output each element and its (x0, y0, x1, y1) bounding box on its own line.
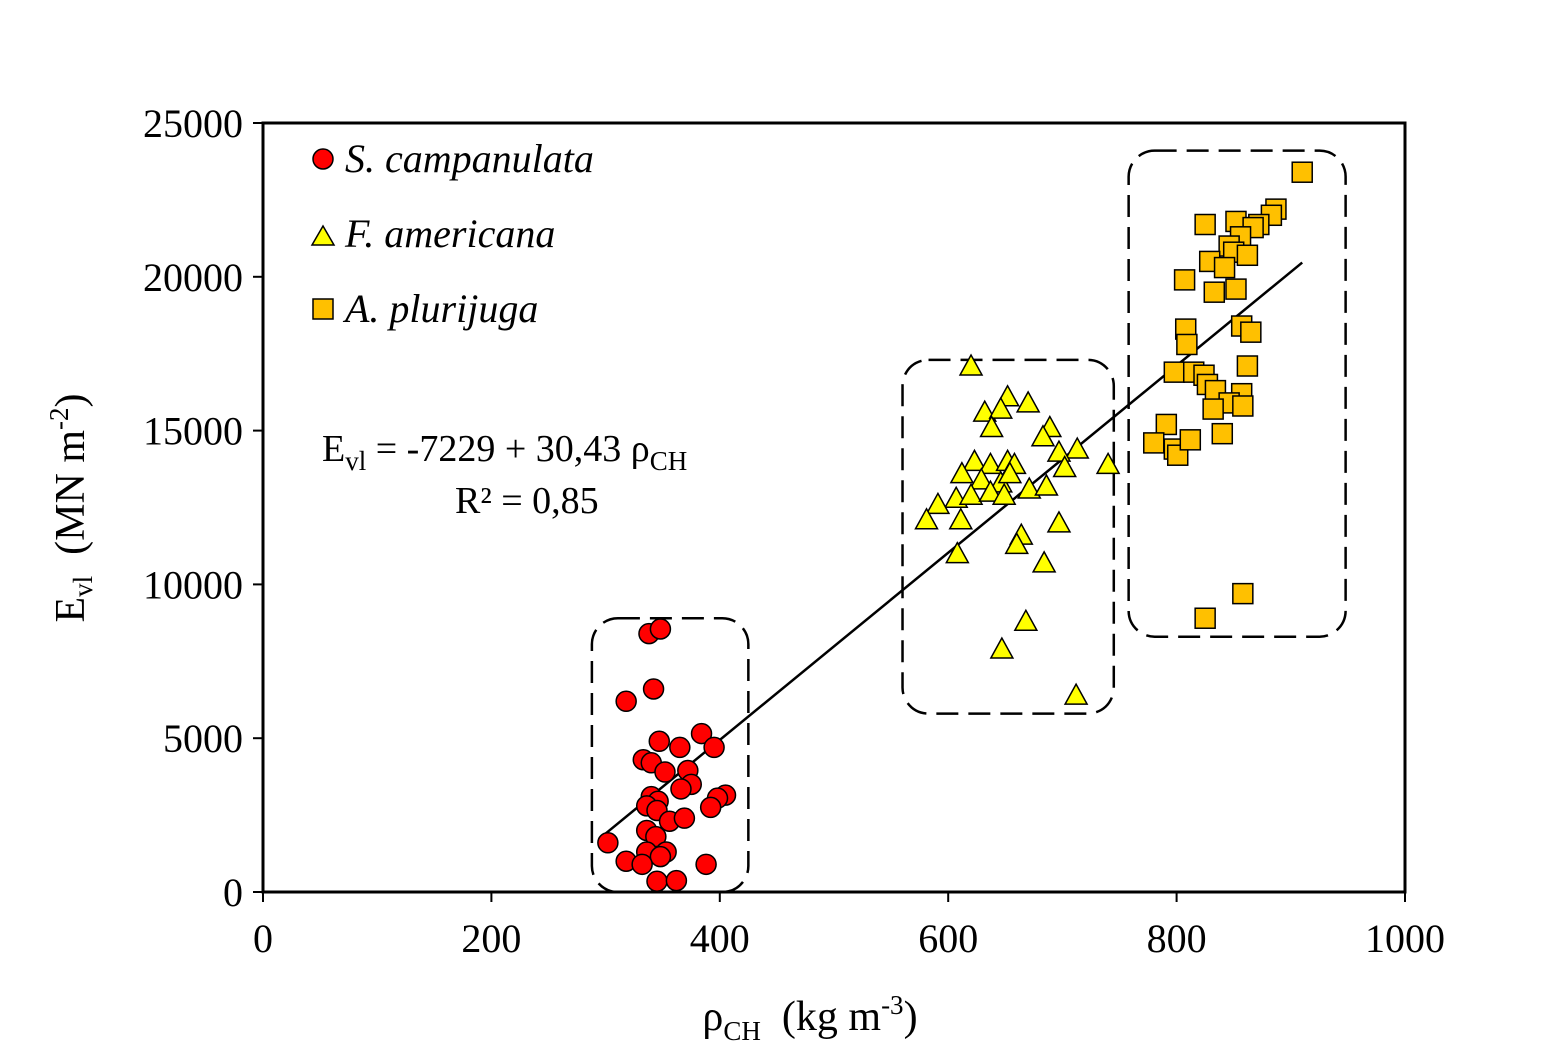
point-s-campanulata (699, 796, 722, 819)
point-f-americana (1095, 451, 1121, 475)
point-a-plurijuga (1236, 355, 1259, 377)
point-s-campanulata (649, 618, 672, 640)
point-f-americana (1034, 473, 1059, 496)
point-a-plurijuga (1173, 269, 1196, 291)
x-tick-label: 800 (1147, 916, 1207, 961)
x-tick-label: 0 (253, 916, 273, 961)
point-f-americana (962, 448, 987, 472)
legend-triangle-marker (310, 224, 336, 246)
point-f-americana (958, 482, 984, 505)
point-s-campanulata (690, 722, 713, 745)
point-f-americana (997, 461, 1023, 484)
point-a-plurijuga (1291, 161, 1313, 183)
point-a-plurijuga (1143, 432, 1165, 454)
point-s-campanulata (649, 845, 672, 868)
y-tick-label: 25000 (143, 101, 243, 146)
point-f-americana (1031, 550, 1057, 573)
legend-square-marker (312, 298, 334, 320)
legend-item-s-campanulata: S. campanulata (312, 136, 594, 181)
point-s-campanulata (615, 690, 637, 713)
point-s-campanulata (670, 778, 692, 800)
legend-item-a-plurijuga: A. plurijuga (312, 286, 538, 331)
point-a-plurijuga (1202, 398, 1224, 420)
point-a-plurijuga (1240, 321, 1262, 343)
legend-label-f-americana: F. americana (344, 211, 555, 256)
point-f-americana (949, 461, 975, 484)
point-s-campanulata (665, 869, 688, 892)
group-box (590, 616, 750, 894)
x-tick-label: 400 (690, 916, 750, 961)
point-s-campanulata (646, 870, 668, 892)
point-a-plurijuga (1163, 361, 1186, 383)
point-s-campanulata (695, 853, 717, 876)
point-f-americana (978, 479, 1003, 502)
group-boxes (590, 149, 1347, 894)
point-s-campanulata (703, 736, 725, 759)
legend: S. campanulata F. americana A. plurijuga (310, 136, 594, 331)
x-axis-title: ρCH (kg m-3) (702, 990, 917, 1046)
point-f-americana (1004, 531, 1029, 555)
point-s-campanulata (597, 832, 619, 854)
point-a-plurijuga (1213, 256, 1236, 279)
point-f-americana (1052, 454, 1077, 478)
point-f-americana (1013, 608, 1039, 632)
legend-label-a-plurijuga: A. plurijuga (342, 286, 538, 331)
point-a-plurijuga (1179, 429, 1202, 451)
point-f-americana (1015, 390, 1041, 413)
point-s-campanulata (673, 807, 696, 829)
point-a-plurijuga (1232, 395, 1254, 417)
point-f-americana (969, 467, 994, 490)
point-s-campanulata (642, 678, 665, 700)
point-f-americana (988, 396, 1014, 419)
point-a-plurijuga (1211, 422, 1234, 445)
point-s-campanulata (654, 761, 676, 783)
regression-equation: Evl = -7229 + 30,43 ρCH (322, 428, 687, 476)
axis-ticks: 0 200 400 600 800 100005000100001500020000250… (143, 101, 1445, 961)
point-f-americana (914, 507, 939, 530)
legend-item-f-americana: F. americana (310, 211, 555, 256)
y-tick-label: 0 (223, 870, 243, 915)
point-f-americana (958, 353, 984, 376)
point-f-americana (1017, 476, 1042, 499)
group-box (901, 358, 1116, 715)
point-s-campanulata (631, 853, 653, 876)
point-a-plurijuga (1203, 281, 1226, 303)
point-f-americana (991, 482, 1017, 505)
legend-label-s-campanulata: S. campanulata (345, 136, 594, 181)
point-f-americana (1064, 436, 1090, 459)
y-tick-label: 15000 (143, 409, 243, 454)
point-a-plurijuga (1236, 244, 1259, 267)
y-tick-label: 20000 (143, 255, 243, 300)
data-points (597, 161, 1313, 892)
legend-circle-marker (312, 148, 334, 170)
x-tick-label: 200 (461, 916, 521, 961)
point-a-plurijuga (1155, 413, 1178, 436)
point-f-americana (925, 491, 951, 515)
point-f-americana (945, 541, 970, 564)
x-tick-label: 600 (918, 916, 978, 961)
point-f-americana (1030, 424, 1056, 447)
point-a-plurijuga (1232, 582, 1254, 605)
y-axis-title: Evl (MN m-2) (44, 393, 98, 622)
point-f-americana (978, 451, 1003, 475)
point-a-plurijuga (1194, 607, 1216, 629)
y-tick-label: 5000 (163, 716, 243, 761)
point-f-americana (979, 414, 1004, 438)
point-s-campanulata (669, 736, 691, 759)
point-a-plurijuga (1176, 333, 1198, 356)
y-tick-label: 10000 (143, 562, 243, 607)
group-box (1127, 149, 1347, 638)
point-f-americana (989, 636, 1015, 659)
point-a-plurijuga (1225, 278, 1247, 300)
x-tick-label: 1000 (1365, 916, 1445, 961)
point-s-campanulata (648, 730, 671, 753)
point-f-americana (948, 507, 974, 530)
point-a-plurijuga (1194, 213, 1216, 236)
r-squared-label: R² = 0,85 (455, 480, 599, 522)
point-f-americana (1063, 682, 1089, 705)
point-f-americana (1046, 510, 1072, 533)
